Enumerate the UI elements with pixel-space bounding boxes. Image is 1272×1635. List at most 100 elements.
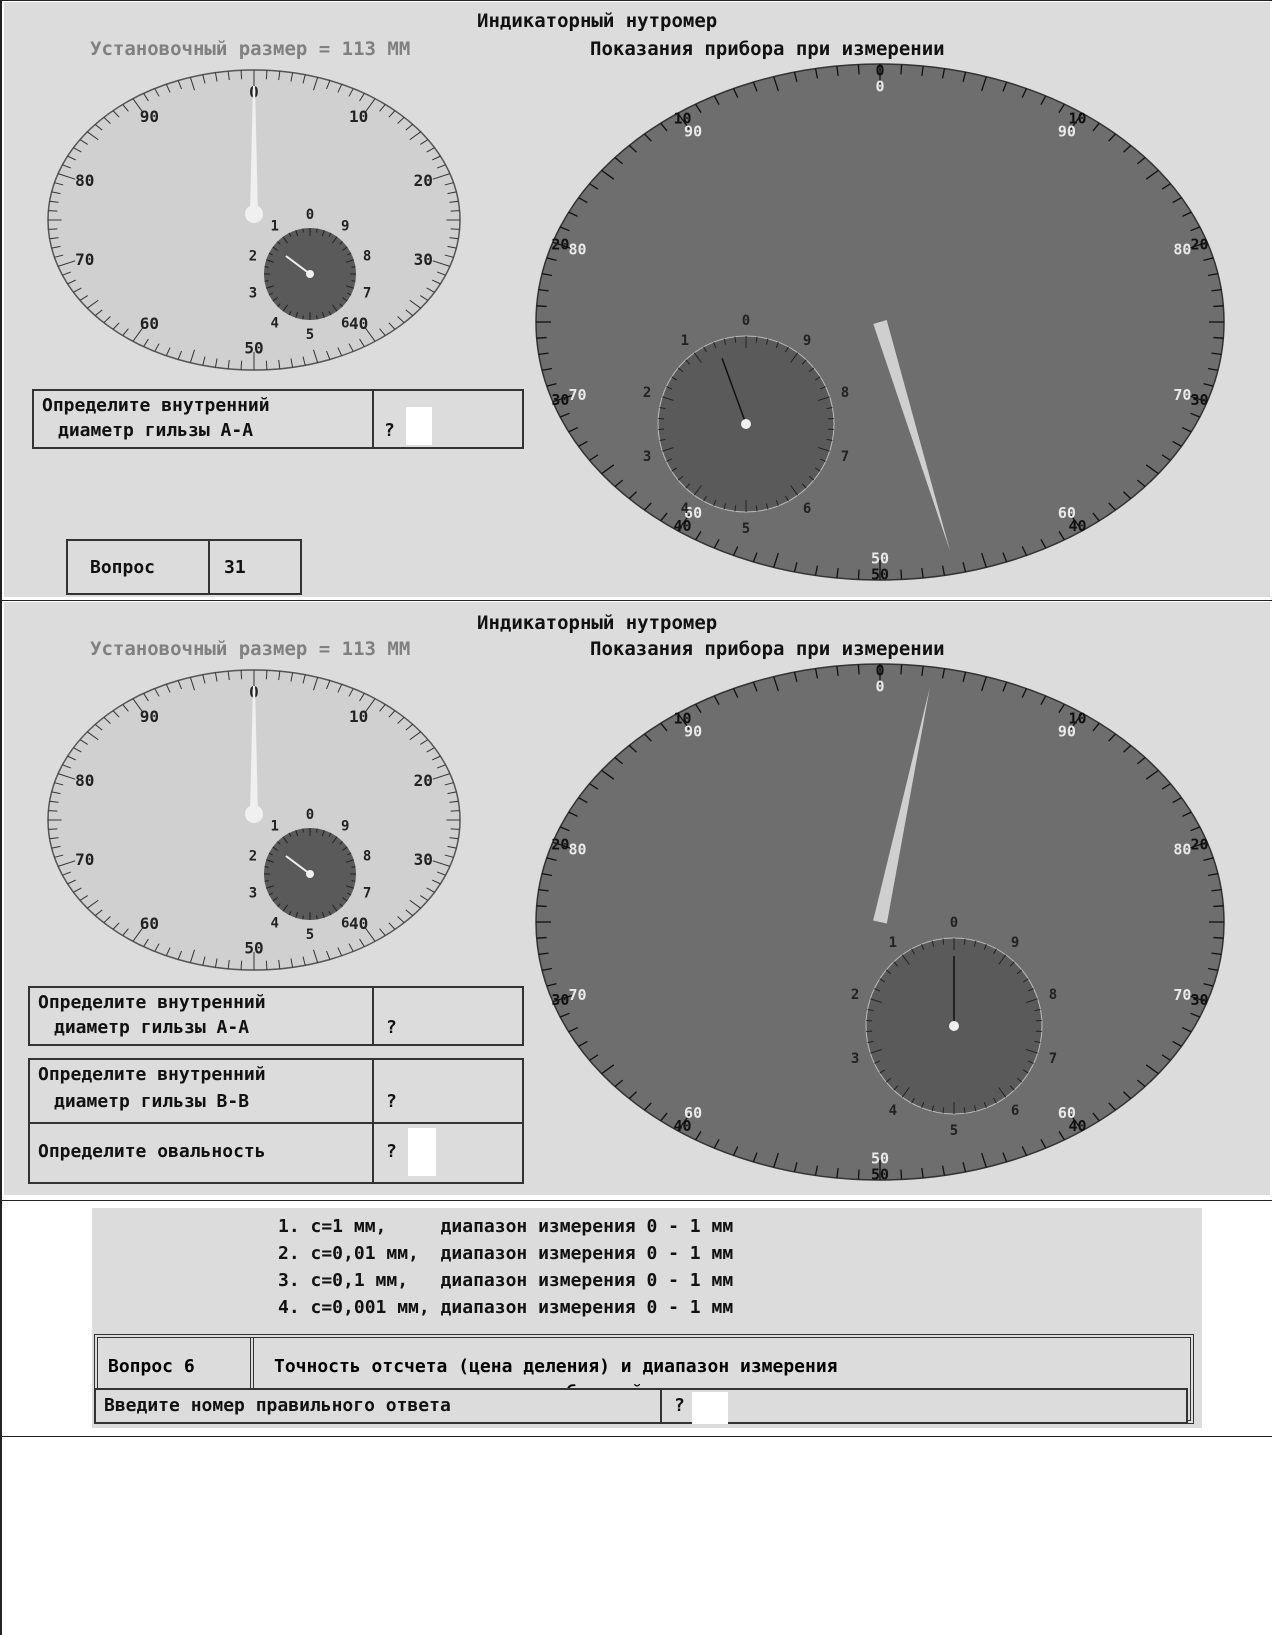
dial-tick — [364, 698, 376, 714]
dial-tick — [122, 328, 129, 336]
dial-tick — [189, 77, 195, 91]
big-dial-tick — [1123, 744, 1132, 753]
big-sub-dial-tick — [713, 341, 717, 348]
big-dial-tick — [713, 1139, 720, 1149]
dial-tick — [202, 674, 206, 684]
sub-dial-needle — [285, 855, 311, 875]
dial-tick — [337, 347, 343, 356]
dial-tick — [409, 299, 421, 309]
page-title: Индикаторный нутромер — [477, 10, 718, 32]
dial-label: 50 — [244, 339, 263, 358]
sub-dial-tick — [295, 230, 299, 237]
big-dial-tick — [1203, 857, 1214, 861]
dial-tick — [337, 947, 343, 956]
sub-dial-tick — [264, 280, 269, 282]
big-dial-label-outer: 10 — [673, 109, 691, 127]
dial-tick — [302, 356, 306, 366]
big-sub-dial-hub — [741, 419, 751, 429]
sub-dial-tick — [268, 292, 273, 296]
dial-tick — [132, 926, 144, 942]
dial-tick — [436, 764, 446, 769]
big-dial-tick — [1021, 88, 1028, 98]
big-sub-dial-tick — [785, 495, 789, 502]
big-dial-tick — [538, 352, 549, 355]
dial-label: 90 — [140, 707, 159, 726]
sub-dial-tick — [277, 303, 281, 307]
big-sub-dial-tick — [1016, 1077, 1023, 1083]
sub-dial-tick — [302, 315, 304, 320]
big-sub-dial-tick — [885, 1077, 892, 1083]
sub-dial-tick — [316, 915, 318, 920]
big-sub-dial-tick — [819, 458, 826, 462]
big-sub-dial-tick — [703, 346, 707, 353]
sub-dial-tick — [282, 904, 289, 912]
big-sub-dial-tick — [808, 475, 815, 481]
big-dial-tick — [773, 676, 779, 692]
dial-tick — [48, 810, 58, 812]
big-dial-tick — [1181, 811, 1192, 817]
dial-tick — [227, 671, 230, 681]
ovality-answer-input[interactable] — [408, 1128, 436, 1176]
big-sub-dial-tick — [1016, 969, 1023, 975]
big-dial-tick — [1108, 133, 1116, 142]
big-dial-tick — [793, 562, 798, 573]
big-sub-dial-tick — [911, 1097, 915, 1104]
dial-needle — [250, 86, 258, 214]
big-dial-label-outer: 30 — [1191, 391, 1209, 409]
big-dial-tick — [752, 81, 758, 92]
big-dial-label-outer: 20 — [551, 235, 569, 253]
dial-tick — [51, 845, 61, 849]
sub-dial-label: 4 — [271, 315, 279, 331]
dial-label: 90 — [140, 107, 159, 126]
big-sub-dial-label: 7 — [841, 449, 849, 465]
dial-tick — [397, 916, 405, 924]
dial-tick — [54, 854, 64, 858]
big-sub-dial-tick — [983, 1102, 987, 1109]
sub-dial-tick — [351, 880, 356, 882]
big-dial-tick — [1108, 733, 1116, 742]
dial-tick — [67, 755, 76, 761]
big-sub-dial-label: 1 — [889, 935, 897, 951]
frame-2 — [0, 600, 1272, 1200]
dial-tick — [177, 950, 182, 960]
big-sub-dial-tick — [893, 1085, 899, 1091]
big-sub-dial-tick — [1009, 961, 1015, 967]
dial-tick — [432, 155, 441, 161]
big-sub-dial-label: 6 — [1011, 1103, 1019, 1119]
big-sub-dial-tick — [942, 938, 945, 945]
big-dial-tick — [695, 1131, 702, 1141]
dial-tick — [313, 77, 319, 91]
big-sub-dial-tick — [921, 1102, 925, 1109]
big-dial-tick — [677, 514, 691, 532]
big-dial-tick — [1136, 1079, 1146, 1087]
big-dial-tick — [546, 257, 557, 261]
big-dial-tick — [601, 464, 615, 475]
dial-tick — [240, 360, 243, 370]
dial-tick — [348, 88, 354, 97]
question-box-b: Определите внутренний диаметр гильзы В-В… — [28, 1058, 524, 1184]
big-sub-dial-label: 0 — [950, 915, 958, 931]
dial-tick — [94, 724, 103, 731]
big-dial-label-outer: 50 — [871, 1165, 889, 1183]
answer-input[interactable] — [692, 1392, 728, 1424]
dial-tick — [409, 899, 421, 909]
sub-dial-tick — [268, 852, 273, 856]
dial-tick — [379, 704, 386, 712]
sub-dial-tick — [342, 846, 348, 851]
big-dial-tick — [1136, 479, 1146, 487]
big-dial-tick — [1181, 427, 1192, 433]
dial-tick — [449, 800, 459, 803]
big-dial-label-inner: 60 — [684, 1104, 702, 1122]
big-dial-tick — [1145, 464, 1159, 475]
big-dial-tick — [568, 427, 579, 433]
dial-label: 30 — [414, 250, 433, 269]
sub-dial-label: 0 — [306, 207, 314, 223]
sub-dial-label: 4 — [271, 915, 279, 931]
dial-tick — [54, 254, 64, 258]
dial-tick — [313, 949, 319, 963]
answer-input-a[interactable] — [406, 407, 432, 445]
question-separator — [372, 391, 374, 447]
big-dial-tick — [677, 112, 691, 130]
sub-dial-label: 3 — [249, 285, 257, 301]
dial-tick — [177, 350, 182, 360]
